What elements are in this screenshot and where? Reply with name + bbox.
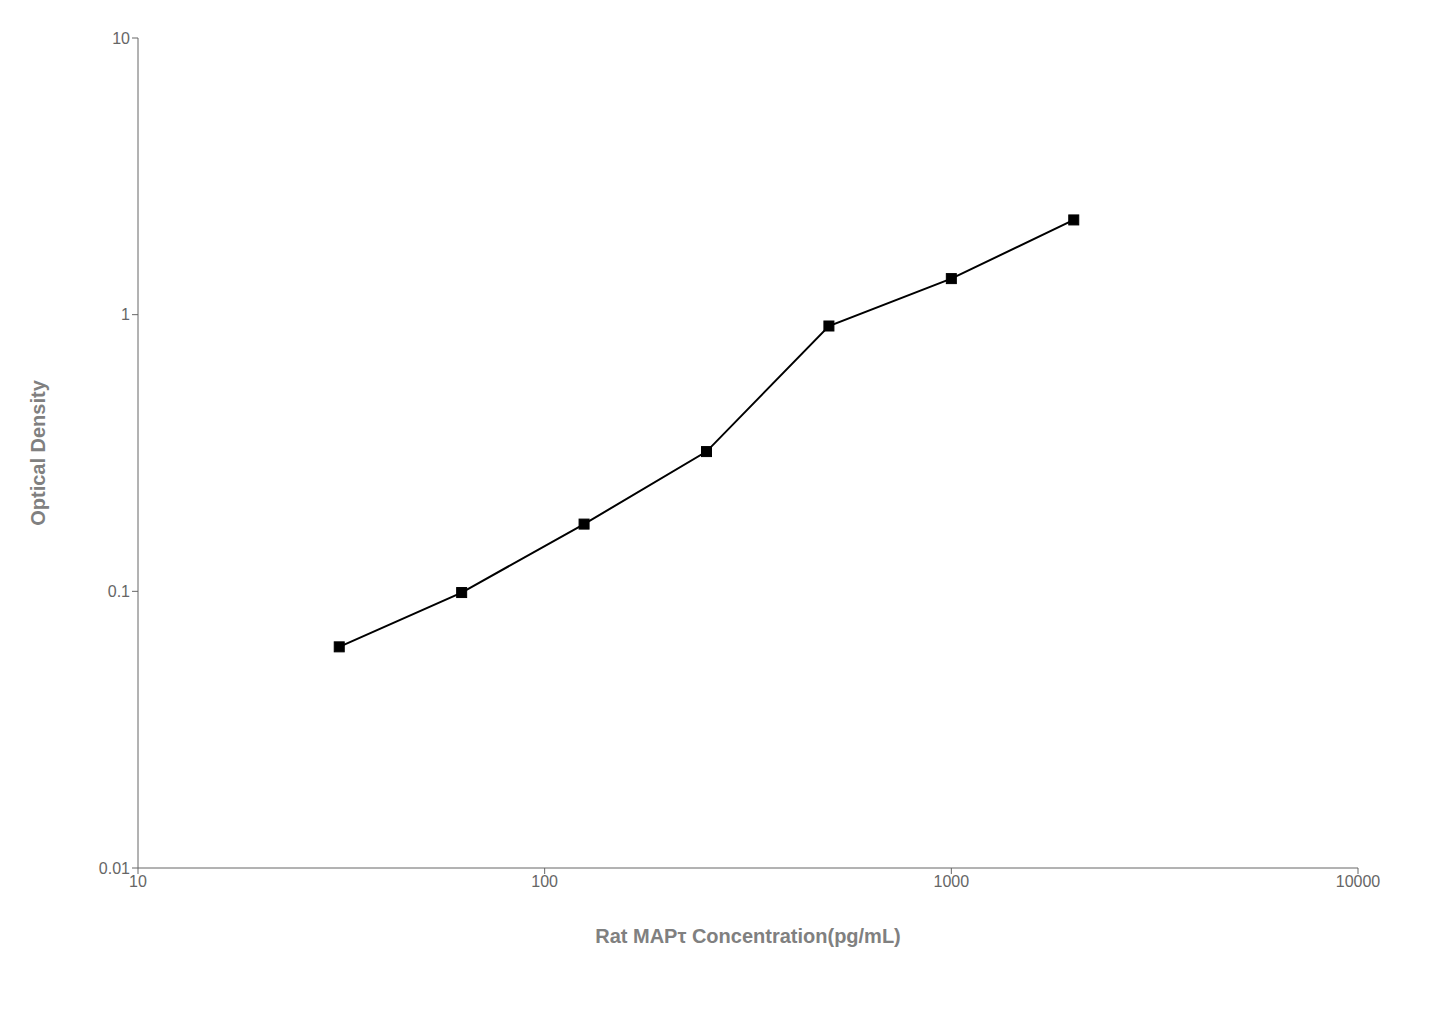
svg-text:Rat MAPτ Concentration(pg/mL): Rat MAPτ Concentration(pg/mL) — [595, 925, 901, 947]
svg-text:10: 10 — [112, 30, 130, 47]
svg-text:10: 10 — [129, 873, 147, 890]
svg-text:10000: 10000 — [1336, 873, 1381, 890]
svg-text:0.01: 0.01 — [99, 860, 130, 877]
svg-text:100: 100 — [531, 873, 558, 890]
svg-text:1000: 1000 — [934, 873, 970, 890]
svg-text:Optical Density: Optical Density — [27, 379, 49, 525]
svg-text:0.1: 0.1 — [108, 583, 130, 600]
svg-text:1: 1 — [121, 306, 130, 323]
